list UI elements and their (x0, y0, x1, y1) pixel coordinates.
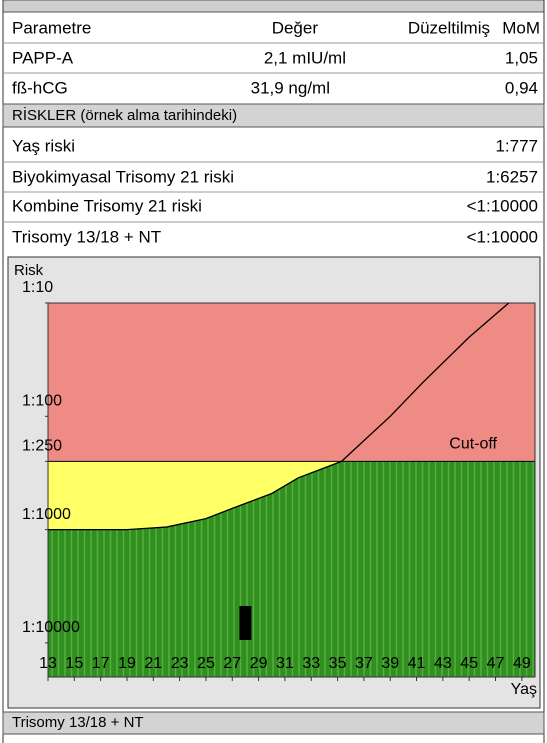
x-tick-label: 27 (223, 655, 241, 672)
x-tick-label: 39 (381, 655, 399, 672)
risk-name: Yaş riski (12, 136, 75, 155)
cell: 2,1 mIU/ml (264, 48, 346, 67)
col-header: MoM (502, 18, 540, 37)
x-tick-label: 19 (118, 655, 136, 672)
col-header: Parametre (12, 18, 91, 37)
x-tick-label: 45 (460, 655, 478, 672)
x-tick-label: 25 (197, 655, 215, 672)
y-tick-label: 1:250 (22, 438, 62, 455)
risk-value: 1:6257 (486, 167, 538, 186)
x-tick-label: 21 (144, 655, 162, 672)
cell: 31,9 ng/ml (251, 78, 330, 97)
section-title: Trisomy 13/18 + NT (12, 714, 144, 731)
cell: 1,05 (505, 48, 538, 67)
cell: 0,94 (505, 78, 538, 97)
risk-value: <1:10000 (467, 196, 538, 215)
x-tick-label: 23 (171, 655, 189, 672)
x-tick-label: 49 (513, 655, 531, 672)
x-tick-label: 43 (434, 655, 452, 672)
x-tick-label: 15 (65, 655, 83, 672)
x-tick-label: 29 (250, 655, 268, 672)
risk-value: 1:777 (495, 136, 538, 155)
cell: fß-hCG (12, 78, 68, 97)
y-tick-label: 1:10 (22, 279, 53, 296)
section-bar (2, 103, 545, 128)
risk-name: Trisomy 13/18 + NT (12, 227, 161, 246)
chart: Cut-off 1:10 1:100 1:250 1:1000 1:10000 Risk 13… (14, 262, 537, 698)
risk-name: Kombine Trisomy 21 riski (12, 196, 202, 215)
risk-value: <1:10000 (467, 227, 538, 246)
col-header: Değer (272, 18, 319, 37)
y-axis-label: Risk (14, 262, 44, 279)
x-tick-label: 41 (408, 655, 426, 672)
top-bar (2, 0, 545, 13)
x-tick-label: 37 (355, 655, 373, 672)
mid-risk-zone (48, 461, 342, 530)
y-tick-label: 1:1000 (22, 506, 71, 523)
x-tick-label: 17 (92, 655, 110, 672)
col-header: Düzeltilmiş (408, 18, 490, 37)
y-tick-label: 1:10000 (22, 619, 80, 636)
high-risk-zone (48, 303, 535, 462)
plot-border (47, 302, 536, 678)
y-tick-label: 1:100 (22, 393, 62, 410)
section-bar (2, 711, 545, 735)
x-tick-label: 33 (302, 655, 320, 672)
x-tick-label: 35 (329, 655, 347, 672)
cutoff-label: Cut-off (449, 436, 497, 453)
x-tick-label: 47 (487, 655, 505, 672)
x-axis-label: Yaş (511, 681, 537, 698)
age-risk-line (48, 302, 510, 531)
cell: PAPP-A (12, 48, 74, 67)
x-tick-label: 13 (39, 655, 57, 672)
x-tick-label: 31 (276, 655, 294, 672)
patient-marker (239, 606, 252, 640)
risk-name: Biyokimyasal Trisomy 21 riski (12, 167, 234, 186)
section-title: RİSKLER (örnek alma tarihindeki) (12, 106, 237, 124)
